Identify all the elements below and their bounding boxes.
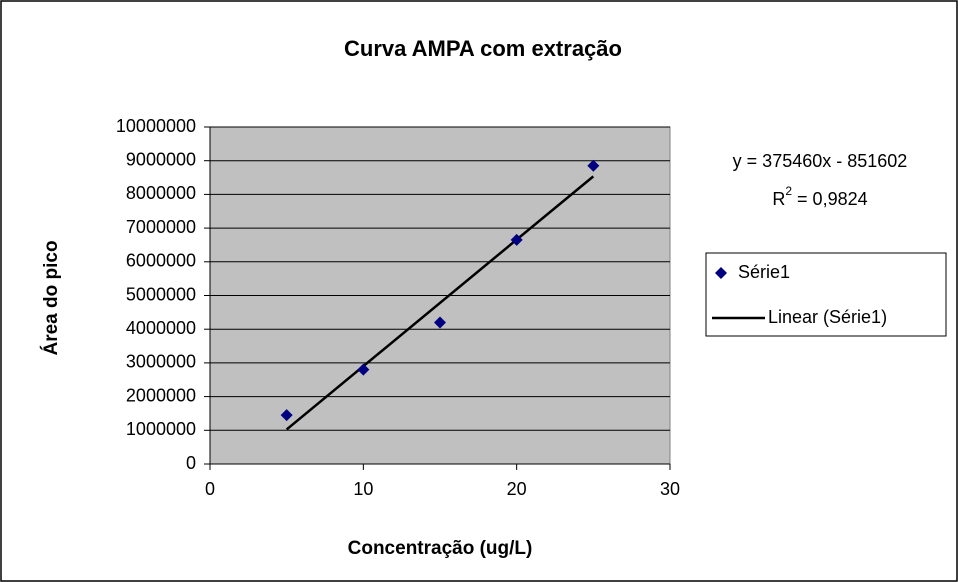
r-squared-base: R	[772, 189, 785, 209]
x-tick-label: 10	[353, 479, 373, 499]
y-axis-title: Área do pico	[40, 240, 62, 355]
legend-box	[705, 252, 947, 337]
y-tick-label: 6000000	[126, 251, 196, 271]
y-tick-label: 1000000	[126, 419, 196, 439]
y-tick-label: 0	[186, 453, 196, 473]
x-tick-label: 30	[660, 479, 680, 499]
y-tick-label: 3000000	[126, 352, 196, 372]
chart-title: Curva AMPA com extração	[344, 36, 622, 61]
r-squared-value: = 0,9824	[797, 189, 868, 209]
y-tick-label: 8000000	[126, 183, 196, 203]
y-tick-label: 7000000	[126, 217, 196, 237]
legend-label: Linear (Série1)	[768, 307, 887, 327]
x-axis-title: Concentração (ug/L)	[348, 538, 533, 559]
data-point	[510, 233, 523, 246]
legend-label: Série1	[738, 262, 790, 282]
x-tick-label: 0	[205, 479, 215, 499]
data-point	[434, 316, 446, 329]
trend-equation: y = 375460x - 851602	[733, 151, 908, 171]
r-squared: R2 = 0,9824	[772, 184, 867, 209]
data-point	[587, 159, 600, 172]
y-tick-label: 2000000	[126, 385, 196, 405]
y-tick-label: 4000000	[126, 318, 196, 338]
y-tick-label: 9000000	[126, 149, 196, 169]
y-tick-label: 10000000	[116, 116, 196, 136]
legend-marker	[715, 267, 727, 279]
y-tick-label: 5000000	[126, 284, 196, 304]
data-point	[357, 363, 370, 376]
trendline	[285, 175, 595, 431]
r-squared-sup: 2	[785, 184, 792, 198]
x-tick-label: 20	[507, 479, 527, 499]
data-point	[280, 409, 293, 422]
